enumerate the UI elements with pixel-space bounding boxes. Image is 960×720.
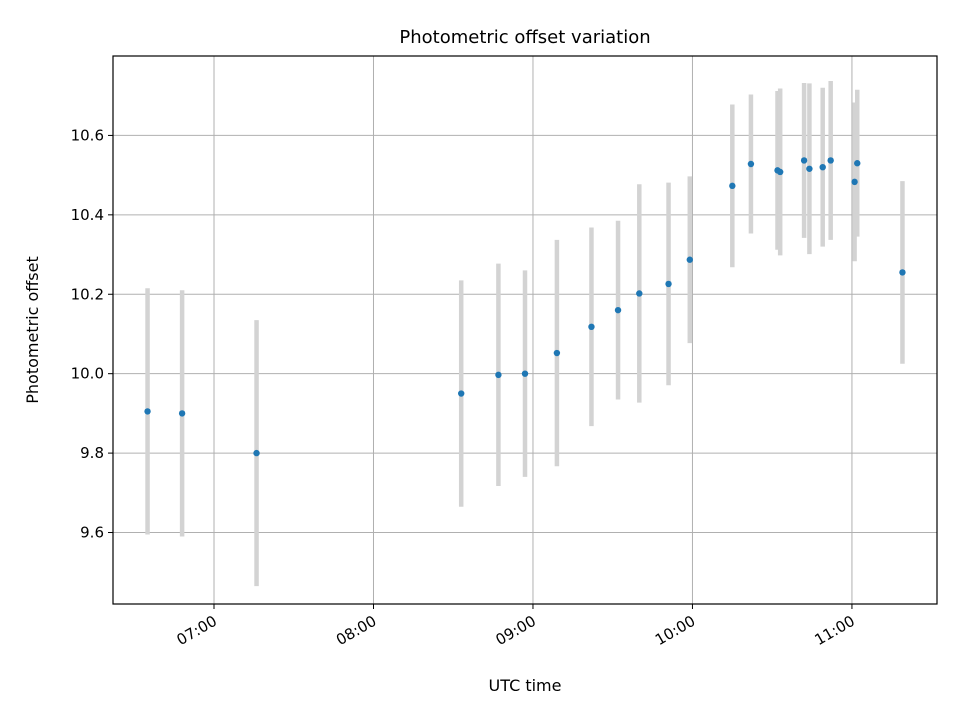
data-point <box>806 165 813 172</box>
y-tick-label: 10.2 <box>71 285 104 303</box>
data-point <box>851 178 858 186</box>
data-point <box>686 256 693 263</box>
data-point <box>827 157 834 164</box>
x-axis-label: UTC time <box>489 676 562 695</box>
chart-title: Photometric offset variation <box>399 27 650 48</box>
data-point <box>800 157 808 164</box>
data-points <box>144 157 906 457</box>
y-tick-label: 10.6 <box>71 126 104 144</box>
data-point <box>495 371 502 379</box>
data-point <box>819 163 826 171</box>
data-point <box>899 269 906 276</box>
data-point <box>665 280 672 288</box>
data-point <box>553 349 561 357</box>
y-tick-label: 10.0 <box>71 365 104 383</box>
y-tick-label: 10.4 <box>71 206 104 224</box>
data-point <box>729 182 736 190</box>
data-point <box>253 449 260 457</box>
y-axis: 9.6 9.8 10.0 10.2 10.4 10.6 <box>71 126 113 542</box>
data-point <box>854 160 861 167</box>
data-point <box>458 390 465 397</box>
data-point <box>636 290 643 297</box>
data-point <box>521 370 529 377</box>
y-axis-label: Photometric offset <box>23 256 42 404</box>
y-tick-label: 9.8 <box>80 444 104 462</box>
y-tick-label: 9.6 <box>80 524 104 542</box>
plot-frame <box>112 55 938 605</box>
data-point <box>144 408 151 415</box>
data-point <box>747 160 755 168</box>
data-point <box>178 410 186 417</box>
data-point <box>776 168 784 176</box>
data-point <box>614 306 622 314</box>
data-point <box>588 323 595 331</box>
